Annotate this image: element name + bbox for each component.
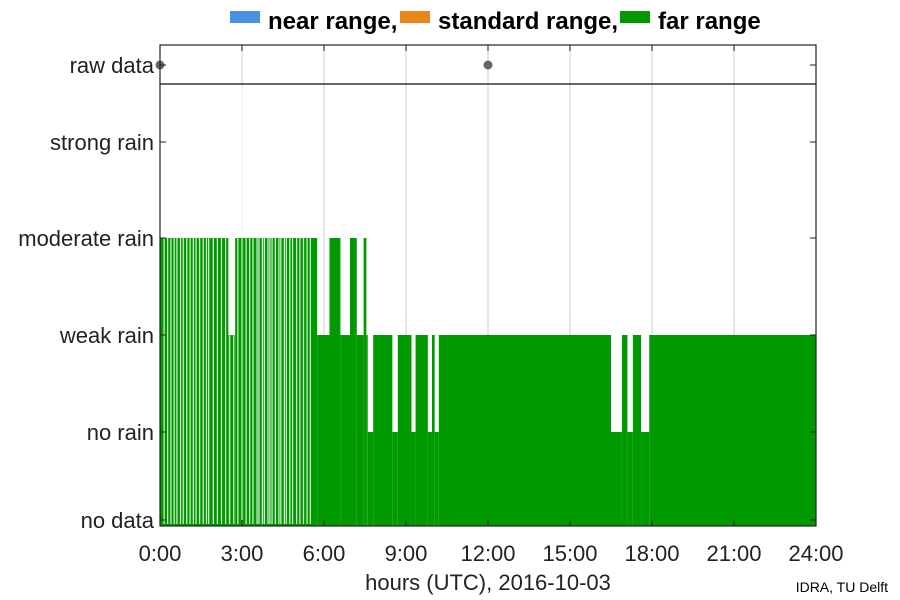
data-gap (225, 86, 227, 524)
data-gap (186, 86, 188, 524)
x-tick-label: 6:00 (303, 541, 346, 566)
data-gap (173, 86, 175, 524)
bar-segment (329, 238, 341, 526)
data-gap (261, 86, 264, 524)
data-gap (296, 86, 298, 524)
bar-segment (434, 432, 439, 526)
legend-swatch-near-range (230, 11, 260, 23)
y-tick-label: weak rain (59, 323, 154, 348)
legend-label-near-range: near range, (268, 8, 398, 35)
data-gap (289, 86, 291, 524)
data-gap (216, 86, 218, 524)
x-tick-label: 12:00 (460, 541, 515, 566)
data-gap (245, 86, 247, 524)
data-gap (306, 86, 308, 524)
ticks-layer: 0:00 3:00 6:00 9:00 12:00 15:00 18:00 21:00 24:0… (18, 45, 844, 566)
data-gap (205, 86, 208, 524)
data-gap (256, 86, 258, 524)
bar-segment (632, 335, 642, 526)
data-gap (202, 86, 204, 524)
x-tick-label: 18:00 (624, 541, 679, 566)
data-gap (258, 86, 260, 524)
data-gap (189, 86, 191, 524)
data-gap (182, 86, 184, 524)
data-gap (212, 86, 214, 524)
bar-segment (431, 335, 435, 526)
data-gap (170, 86, 172, 524)
bar-segment (427, 432, 432, 526)
data-gap (220, 86, 223, 524)
x-tick-label: 21:00 (706, 541, 761, 566)
data-gap (278, 86, 280, 524)
bar-segment (411, 432, 416, 526)
legend-label-standard-range: standard range, (438, 8, 619, 35)
x-tick-label: 0:00 (139, 541, 182, 566)
legend-label-far-range: far range (658, 8, 761, 35)
data-gap (309, 86, 311, 524)
bar-segment (392, 432, 398, 526)
x-tick-label: 15:00 (542, 541, 597, 566)
bar-segment (641, 432, 650, 526)
bars-layer (160, 86, 816, 526)
legend: near range, standard range, far range (230, 5, 810, 39)
x-tick-label: 3:00 (221, 541, 264, 566)
data-gap (280, 86, 282, 524)
x-axis-label: hours (UTC), 2016-10-03 (365, 570, 611, 595)
y-tick-label: no rain (87, 420, 154, 445)
raw-data-point (483, 60, 493, 70)
bar-segment (397, 335, 412, 526)
data-gap (263, 86, 266, 524)
credit-text: IDRA, TU Delft (795, 579, 888, 595)
raw-y-tick-label: raw data (70, 53, 155, 78)
data-gap (179, 86, 182, 524)
bar-segment (340, 335, 350, 526)
data-gap (167, 86, 169, 524)
bar-segment (349, 238, 357, 526)
bar-segment (366, 335, 368, 526)
data-gap (199, 86, 201, 524)
data-gap (208, 86, 210, 524)
bar-segment (160, 238, 174, 526)
y-tick-label: moderate rain (18, 226, 154, 251)
data-gap (195, 86, 197, 524)
bar-segment (621, 335, 628, 526)
y-tick-label: strong rain (50, 130, 154, 155)
bar-segment (611, 432, 622, 526)
legend-swatch-far-range (620, 11, 650, 23)
data-gap (267, 86, 269, 524)
data-gap (291, 86, 294, 524)
data-gap (252, 86, 254, 524)
x-tick-label: 9:00 (385, 541, 428, 566)
grid-layer (241, 45, 735, 526)
data-gap (283, 86, 285, 524)
data-gap (163, 86, 165, 524)
bar-segment (367, 432, 374, 526)
y-tick-label: no data (81, 508, 155, 533)
bar-segment (415, 335, 428, 526)
bar-segment (373, 335, 393, 526)
data-gap (192, 86, 194, 524)
data-gap (237, 86, 239, 524)
data-gap (241, 86, 243, 524)
data-gap (269, 86, 271, 524)
data-gap (233, 86, 235, 524)
data-gap (176, 86, 178, 524)
data-gap (249, 86, 251, 524)
bar-segment (356, 335, 364, 526)
data-gap (271, 86, 273, 524)
data-gap (274, 86, 276, 524)
bar-segment (228, 335, 236, 526)
data-gap (285, 86, 287, 524)
bar-segment (363, 238, 367, 526)
data-gap (229, 86, 231, 524)
x-tick-label: 24:00 (788, 541, 843, 566)
bar-segment (627, 432, 633, 526)
bar-segment (438, 335, 611, 526)
data-gap (302, 86, 305, 524)
bar-segment (649, 335, 816, 526)
bar-segment (317, 335, 330, 526)
data-gap (299, 86, 301, 524)
legend-swatch-standard-range (400, 11, 430, 23)
